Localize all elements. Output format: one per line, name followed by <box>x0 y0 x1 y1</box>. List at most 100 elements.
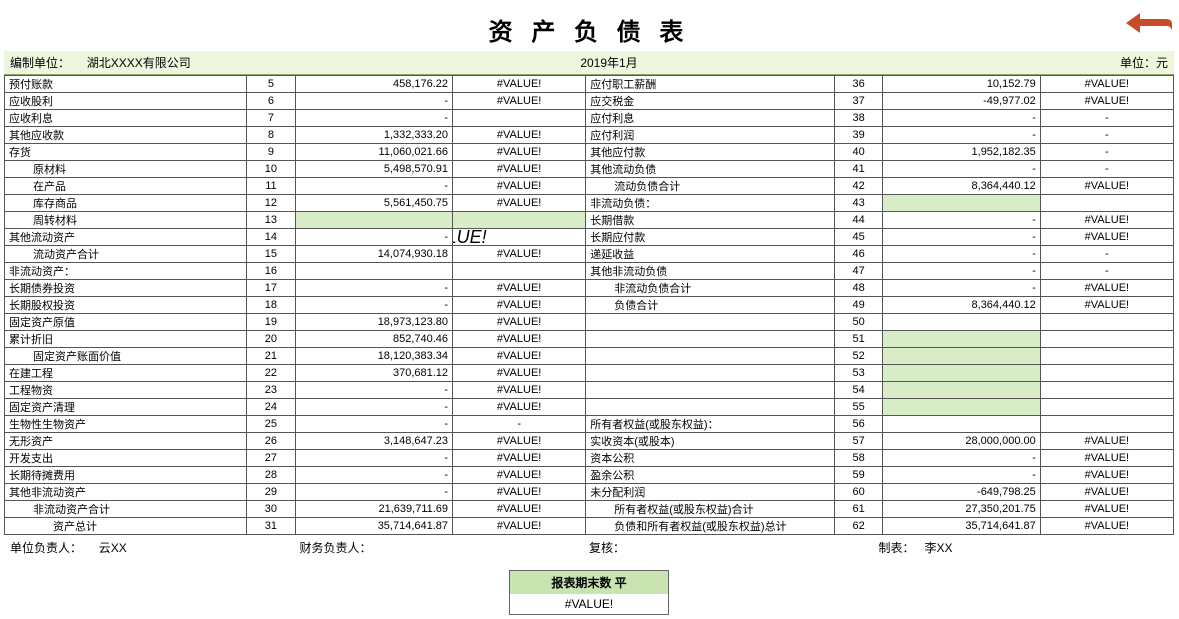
cell[interactable] <box>883 416 1040 433</box>
cell[interactable]: 盈余公积 <box>586 467 835 484</box>
cell[interactable]: 21 <box>247 348 295 365</box>
cell[interactable]: #VALUE! <box>1040 280 1173 297</box>
cell[interactable]: 52 <box>834 348 882 365</box>
cell[interactable]: #VALUE! <box>1040 518 1173 535</box>
cell[interactable]: - <box>1040 110 1173 127</box>
cell[interactable]: 7 <box>247 110 295 127</box>
cell[interactable]: 流动负债合计 <box>586 178 835 195</box>
cell[interactable]: #VALUE! <box>453 297 586 314</box>
cell[interactable]: 负债和所有者权益(或股东权益)总计 <box>586 518 835 535</box>
cell[interactable] <box>295 212 452 229</box>
cell[interactable]: - <box>883 263 1040 280</box>
cell[interactable] <box>883 195 1040 212</box>
cell[interactable] <box>586 382 835 399</box>
cell[interactable]: 递延收益 <box>586 246 835 263</box>
cell[interactable]: - <box>295 484 452 501</box>
cell[interactable]: 长期债券投资 <box>5 280 247 297</box>
cell[interactable]: 21,639,711.69 <box>295 501 452 518</box>
cell[interactable] <box>1040 382 1173 399</box>
cell[interactable]: 16 <box>247 263 295 280</box>
cell[interactable]: #VALUE! <box>453 501 586 518</box>
cell[interactable]: 28 <box>247 467 295 484</box>
cell[interactable]: 在产品 <box>5 178 247 195</box>
cell[interactable]: 27 <box>247 450 295 467</box>
cell[interactable]: 1,952,182.35 <box>883 144 1040 161</box>
cell[interactable]: 31 <box>247 518 295 535</box>
cell[interactable]: 18 <box>247 297 295 314</box>
cell[interactable]: #VALUE! <box>453 433 586 450</box>
cell[interactable]: 50 <box>834 314 882 331</box>
cell[interactable]: #VALUE! <box>453 246 586 263</box>
cell[interactable]: 29 <box>247 484 295 501</box>
cell[interactable]: 19 <box>247 314 295 331</box>
cell[interactable]: #VALUE! <box>453 365 586 382</box>
cell[interactable]: 17 <box>247 280 295 297</box>
cell[interactable]: - <box>295 467 452 484</box>
cell[interactable]: 49 <box>834 297 882 314</box>
cell[interactable]: - <box>295 382 452 399</box>
cell[interactable]: 固定资产账面价值 <box>5 348 247 365</box>
cell[interactable]: #VALUE! <box>1040 297 1173 314</box>
cell[interactable] <box>1040 399 1173 416</box>
cell[interactable]: #VALUE! <box>453 399 586 416</box>
cell[interactable]: 47 <box>834 263 882 280</box>
cell[interactable]: 14 <box>247 229 295 246</box>
cell[interactable]: 11 <box>247 178 295 195</box>
cell[interactable]: 8,364,440.12 <box>883 297 1040 314</box>
cell[interactable]: - <box>1040 263 1173 280</box>
cell[interactable]: - <box>295 297 452 314</box>
cell[interactable]: 56 <box>834 416 882 433</box>
cell[interactable]: 8 <box>247 127 295 144</box>
cell[interactable]: 应付利息 <box>586 110 835 127</box>
cell[interactable]: - <box>295 110 452 127</box>
cell[interactable]: - <box>295 280 452 297</box>
cell[interactable]: 30 <box>247 501 295 518</box>
cell[interactable]: #VALUE! <box>453 314 586 331</box>
cell[interactable]: 23 <box>247 382 295 399</box>
cell[interactable]: 应收利息 <box>5 110 247 127</box>
cell[interactable]: 44 <box>834 212 882 229</box>
cell[interactable]: 非流动资产合计 <box>5 501 247 518</box>
cell[interactable]: 长期应付款 <box>586 229 835 246</box>
cell[interactable]: 20 <box>247 331 295 348</box>
cell[interactable]: 13 <box>247 212 295 229</box>
cell[interactable]: 流动资产合计 <box>5 246 247 263</box>
cell[interactable]: 458,176.22 <box>295 76 452 93</box>
cell[interactable]: 1,332,333.20 <box>295 127 452 144</box>
cell[interactable]: 6 <box>247 93 295 110</box>
cell[interactable]: - <box>295 450 452 467</box>
cell[interactable] <box>586 314 835 331</box>
cell[interactable]: #VALUE! <box>453 348 586 365</box>
cell[interactable]: 42 <box>834 178 882 195</box>
cell[interactable] <box>1040 416 1173 433</box>
cell[interactable] <box>883 382 1040 399</box>
cell[interactable]: #VALUE! <box>1040 76 1173 93</box>
cell[interactable]: 39 <box>834 127 882 144</box>
cell[interactable]: 资产总计 <box>5 518 247 535</box>
cell[interactable] <box>453 212 586 229</box>
cell[interactable]: - <box>295 178 452 195</box>
cell[interactable] <box>1040 331 1173 348</box>
cell[interactable]: 累计折旧 <box>5 331 247 348</box>
cell[interactable]: 46 <box>834 246 882 263</box>
cell[interactable]: 35,714,641.87 <box>883 518 1040 535</box>
cell[interactable]: 11,060,021.66 <box>295 144 452 161</box>
cell[interactable]: 26 <box>247 433 295 450</box>
cell[interactable]: 非流动资产： <box>5 263 247 280</box>
cell[interactable]: 周转材料 <box>5 212 247 229</box>
cell[interactable]: 53 <box>834 365 882 382</box>
cell[interactable]: 14,074,930.18 <box>295 246 452 263</box>
cell[interactable]: #VALUE! <box>453 467 586 484</box>
cell[interactable] <box>586 399 835 416</box>
cell[interactable]: #VALUE! <box>453 450 586 467</box>
cell[interactable]: 43 <box>834 195 882 212</box>
cell[interactable]: 15 <box>247 246 295 263</box>
cell[interactable] <box>453 110 586 127</box>
cell[interactable]: 其他非流动资产 <box>5 484 247 501</box>
cell[interactable]: #VALUE! <box>453 76 586 93</box>
cell[interactable]: 10 <box>247 161 295 178</box>
cell[interactable]: 资本公积 <box>586 450 835 467</box>
cell[interactable]: #VALUE! <box>453 229 586 246</box>
cell[interactable]: -649,798.25 <box>883 484 1040 501</box>
cell[interactable]: 60 <box>834 484 882 501</box>
